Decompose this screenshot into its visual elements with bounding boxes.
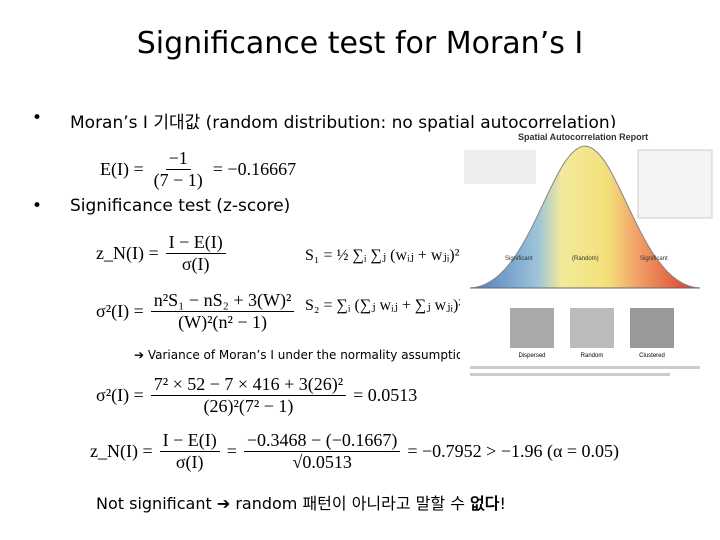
denominator: σ(I) [181,254,210,274]
equation: z_N(I) = I − E(I) σ(I) = −0.3468 − (−0.16… [90,430,619,473]
numerator: n²S₁ − nS₂ + 3(W)² [150,290,295,312]
report-legend [637,149,713,219]
curve-label: Significant [505,256,533,262]
fraction: 7² × 52 − 7 × 416 + 3(26)² (26)²(7² − 1) [150,374,347,417]
numerator: −0.3468 − (−0.1667) [243,430,401,452]
fraction: −1 (7 − 1) [151,148,206,191]
map-label: Random [581,353,604,359]
report-title: Spatial Autocorrelation Report [518,132,648,142]
equation: σ²(I) = n²S₁ − nS₂ + 3(W)² (W)²(n² − 1) [96,290,296,333]
eq-lhs: σ²(I) = [96,385,144,405]
map-thumb [510,308,554,348]
note: ➔ Variance of Moran’s I under the normal… [134,348,471,362]
conclusion: Not significant ➔ random 패턴이 아니라고 말할 수 없… [96,490,506,514]
caption-line [470,366,700,369]
numerator: I − E(I) [165,232,226,254]
eq-lhs: z_N(I) = [96,243,159,263]
curve-label: Significant [640,256,668,262]
numerator: I − E(I) [159,430,220,452]
denominator: (7 − 1) [153,170,203,190]
report-stats [464,150,536,184]
numerator: −1 [165,148,191,170]
conclusion-text: Not significant ➔ random 패턴이 아니라고 말할 수 [96,494,470,513]
denominator: √0.0513 [292,452,352,472]
equation: σ²(I) = 7² × 52 − 7 × 416 + 3(26)² (26)²(… [96,374,417,417]
eq-rhs: = −0.7952 > −1.96 (α = 0.05) [407,441,620,461]
equation: z_N(I) = I − E(I) σ(I) [96,232,228,275]
numerator: 7² × 52 − 7 × 416 + 3(26)² [150,374,347,396]
slide-title: Significance test for Moran’s I [136,26,584,61]
curve-label: (Random) [572,256,599,262]
fraction: n²S₁ − nS₂ + 3(W)² (W)²(n² − 1) [150,290,295,333]
eq-lhs: E(I) = [100,159,144,179]
map-thumb [570,308,614,348]
map-label: Dispersed [518,353,545,359]
eq-lhs: σ²(I) = [96,301,144,321]
denominator: (26)²(7² − 1) [203,396,294,416]
eq-rhs: = −0.16667 [212,159,297,179]
denominator: σ(I) [175,452,204,472]
equation: E(I) = −1 (7 − 1) = −0.16667 [100,148,296,191]
conclusion-end: ! [499,494,506,513]
fraction: −0.3468 − (−0.1667) √0.0513 [243,430,401,473]
eq-lhs: z_N(I) = [90,441,153,461]
eq-eq: = [226,441,237,461]
fraction: I − E(I) σ(I) [159,430,220,473]
map-thumb [630,308,674,348]
caption-line [470,373,670,376]
bell-curve [469,145,701,289]
report-image: Spatial Autocorrelation Report Significa… [460,128,716,386]
bullet: Significance test (z-score) [32,196,290,216]
equation: S₂ = ∑ᵢ (∑ⱼ wᵢⱼ + ∑ⱼ wⱼᵢ)² [305,297,464,314]
fraction: I − E(I) σ(I) [165,232,226,275]
denominator: (W)²(n² − 1) [178,312,268,332]
equation: S₁ = ½ ∑ᵢ ∑ⱼ (wᵢⱼ + wⱼᵢ)² [305,247,460,264]
map-label: Clustered [639,353,665,359]
eq-rhs: = 0.0513 [353,385,418,405]
conclusion-emphasis: 없다 [470,494,500,513]
